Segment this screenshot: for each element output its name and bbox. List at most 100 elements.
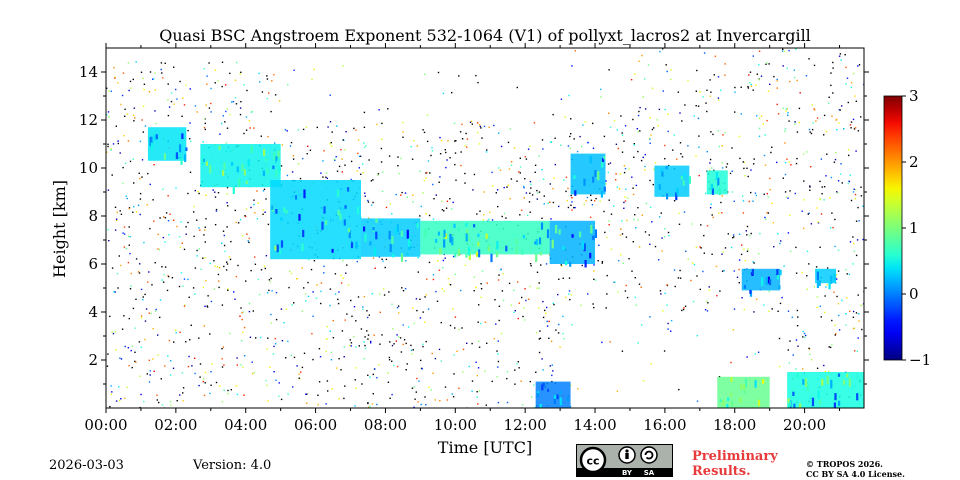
layer-texture [559,397,562,406]
noise-pixel [784,173,787,176]
noise-pixel [226,261,228,263]
noise-pixel [809,186,811,188]
noise-pixel [224,84,227,86]
noise-pixel [402,131,404,133]
share-alike-icon [640,446,658,464]
noise-pixel [631,176,633,178]
noise-pixel [828,346,830,348]
layer-texture [348,230,351,239]
noise-pixel [326,177,328,180]
layer-texture [439,248,442,255]
noise-pixel [768,63,770,65]
layer-texture [583,243,586,252]
layer-texture [661,171,664,177]
noise-pixel [341,171,343,173]
noise-pixel [107,111,110,113]
noise-pixel [325,172,328,174]
noise-pixel [126,197,128,200]
layer-texture [579,231,582,238]
noise-pixel [478,123,481,126]
noise-pixel [766,212,768,214]
noise-pixel [251,110,253,113]
layer-texture [302,229,305,238]
noise-pixel [182,387,185,389]
noise-pixel [221,348,223,350]
noise-pixel [719,290,721,292]
layer-texture [336,189,339,197]
noise-pixel [768,310,770,312]
noise-pixel [558,323,560,326]
noise-pixel [771,202,773,205]
noise-pixel [832,67,834,69]
noise-pixel [123,135,125,137]
noise-pixel [153,78,155,80]
noise-pixel [784,191,787,193]
noise-pixel [664,144,666,147]
noise-pixel [500,332,503,335]
noise-pixel [624,167,627,170]
layer-texture [558,229,561,235]
noise-pixel [363,142,365,144]
noise-pixel [114,206,117,208]
noise-pixel [317,394,319,396]
noise-pixel [262,213,264,215]
noise-pixel [531,194,534,196]
noise-pixel [396,365,399,368]
noise-pixel [248,310,251,313]
noise-pixel [806,151,808,153]
noise-pixel [124,162,127,165]
noise-pixel [749,234,751,237]
noise-pixel [363,341,365,343]
noise-pixel [214,265,216,267]
noise-pixel [267,135,269,138]
noise-pixel [237,222,240,224]
noise-pixel [542,369,544,371]
noise-pixel [123,246,126,248]
noise-pixel [633,218,635,221]
layer-texture [373,247,377,256]
noise-pixel [820,158,823,160]
noise-pixel [767,212,770,214]
noise-pixel [577,388,579,390]
noise-pixel [358,167,360,169]
cc-by-sa-license-badge[interactable]: cc BY SA [576,444,673,477]
noise-pixel [715,265,718,268]
layer-texture [535,239,538,246]
noise-pixel [567,145,570,147]
noise-pixel [743,167,745,170]
aerosol-layer [549,220,597,268]
noise-pixel [785,196,788,198]
noise-pixel [782,65,784,67]
noise-pixel [548,337,550,339]
noise-pixel [124,345,126,348]
noise-pixel [123,226,126,228]
noise-pixel [218,280,220,282]
noise-pixel [813,286,815,288]
noise-pixel [836,274,838,276]
noise-pixel [405,369,407,371]
noise-pixel [614,281,616,283]
noise-pixel [747,248,749,250]
noise-pixel [717,97,720,99]
noise-pixel [236,364,238,366]
noise-pixel [606,236,608,239]
noise-pixel [312,358,314,361]
noise-pixel [106,151,108,153]
noise-pixel [156,394,158,396]
noise-pixel [789,190,791,192]
noise-pixel [855,220,858,222]
layer-texture [201,155,204,165]
noise-pixel [234,97,237,99]
noise-pixel [552,187,554,190]
noise-pixel [664,158,666,160]
aerosol-layer [535,381,571,408]
noise-pixel [385,258,388,261]
noise-pixel [189,339,191,341]
noise-pixel [220,122,223,125]
noise-pixel [574,206,576,209]
noise-pixel [563,338,565,340]
noise-pixel [748,74,750,76]
noise-pixel [387,108,389,110]
noise-pixel [243,326,246,329]
noise-pixel [330,351,333,353]
